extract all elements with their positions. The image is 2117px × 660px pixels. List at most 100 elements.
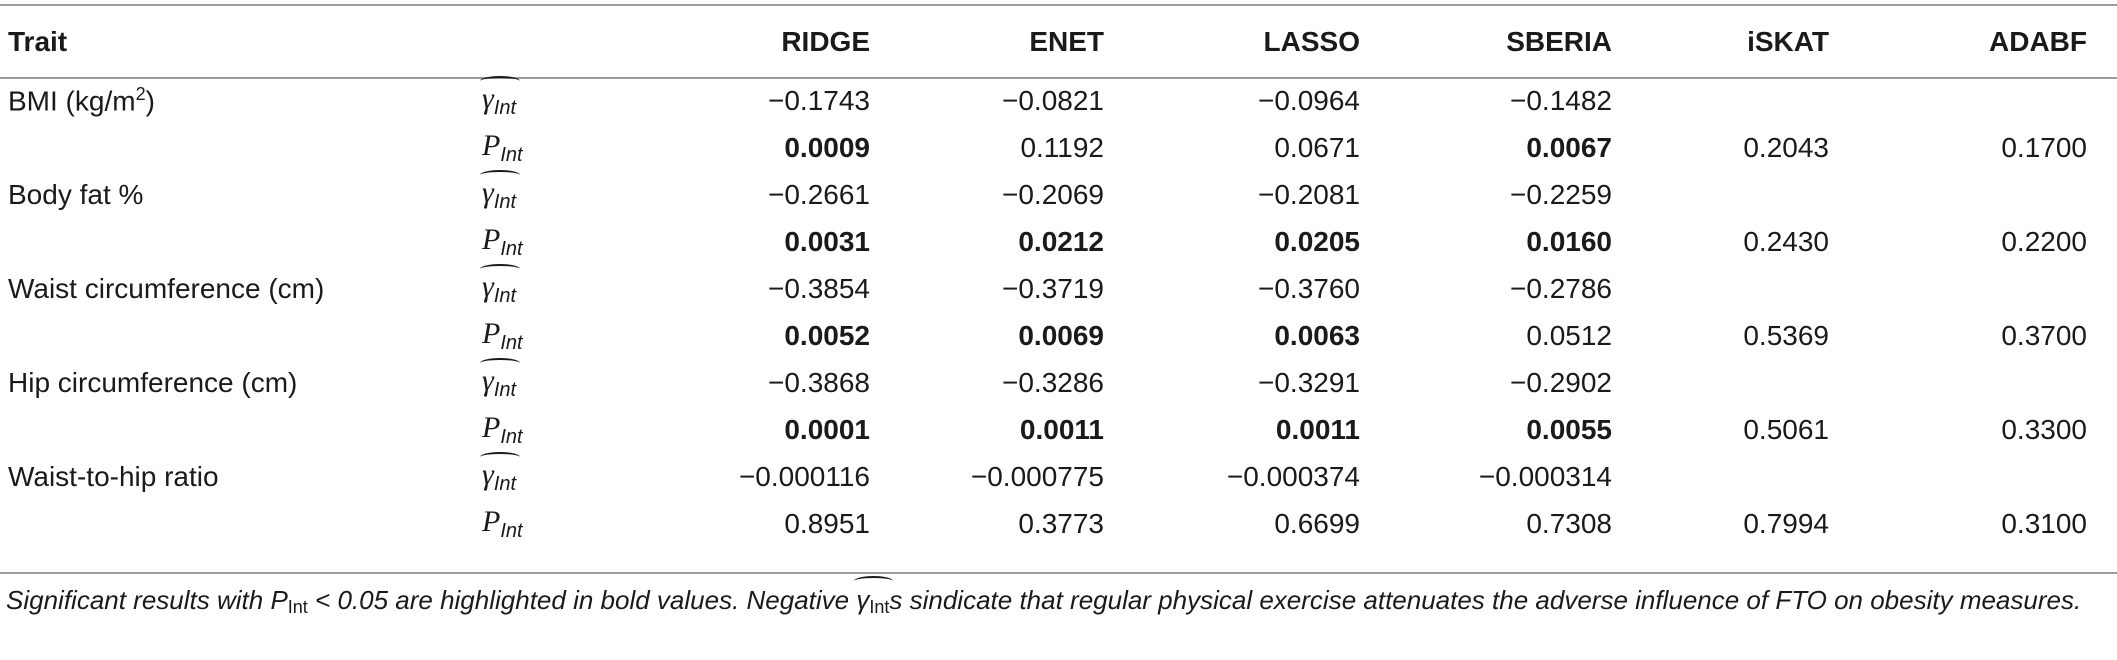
table-footnote: Significant results with PInt < 0.05 are… xyxy=(6,576,2106,625)
header-iskat: iSKAT xyxy=(1747,25,1829,57)
gamma-subscript: Int xyxy=(493,472,517,495)
trait-cell: BMI (kg/m2) xyxy=(0,77,470,124)
footnote-gamma-hat: γInt xyxy=(854,576,894,625)
gamma-value-cell xyxy=(1883,265,2117,312)
table-top-rule xyxy=(0,4,2117,6)
gamma-symbol: γ xyxy=(482,363,494,397)
p-value-cell: 0.0052 xyxy=(784,319,870,351)
p-value-cell: 0.0160 xyxy=(1526,225,1612,257)
gamma-value-cell xyxy=(1883,77,2117,124)
table-row-p: PInt 0.0052 0.0069 0.0063 0.0512 0.5369 0.3700 xyxy=(0,312,2117,359)
header-row: Trait RIDGE ENET LASSO SBERIA iSKAT ADAB… xyxy=(0,6,2117,77)
p-subscript: Int xyxy=(500,331,523,354)
footnote-part3: s sindicate that regular physical exerci… xyxy=(889,585,2082,615)
p-value-cell: 0.3773 xyxy=(1018,507,1104,539)
gamma-value-cell: −0.3854 xyxy=(768,272,870,304)
p-symbol: P xyxy=(482,316,501,350)
p-value-cell: 0.0067 xyxy=(1526,131,1612,163)
trait-label-tail: ) xyxy=(145,85,155,117)
trait-label: BMI (kg/m xyxy=(8,85,136,117)
gamma-value-cell xyxy=(1648,77,1883,124)
p-value-cell: 0.0031 xyxy=(784,225,870,257)
p-value-cell: 0.3100 xyxy=(2001,507,2087,539)
gamma-value-cell: −0.1743 xyxy=(768,84,870,116)
gamma-value-cell: −0.0964 xyxy=(1258,84,1360,116)
p-value-cell: 0.0001 xyxy=(784,413,870,445)
header-sberia: SBERIA xyxy=(1506,25,1612,57)
p-value-cell: 0.2043 xyxy=(1743,131,1829,163)
gamma-value-cell xyxy=(1883,359,2117,406)
gamma-symbol: γ xyxy=(482,269,494,303)
gamma-value-cell: −0.0821 xyxy=(1002,84,1104,116)
p-value-cell: 0.1192 xyxy=(1020,131,1104,163)
p-value-cell: 0.2430 xyxy=(1743,225,1829,257)
p-subscript: Int xyxy=(500,143,523,166)
gamma-value-cell: −0.1482 xyxy=(1510,84,1612,116)
p-value-cell: 0.7994 xyxy=(1743,507,1829,539)
table-row-gamma: Hip circumference (cm) γInt −0.3868 −0.3286… xyxy=(0,357,2117,406)
p-value-cell: 0.0671 xyxy=(1274,131,1360,163)
p-value-cell: 0.5369 xyxy=(1743,319,1829,351)
p-value-cell: 0.1700 xyxy=(2001,131,2087,163)
p-value-cell: 0.3300 xyxy=(2001,413,2087,445)
footnote-sub2: Int xyxy=(869,597,890,617)
table-row-p: PInt 0.0031 0.0212 0.0205 0.0160 0.2430 0.2200 xyxy=(0,218,2117,265)
p-symbol: P xyxy=(482,410,501,444)
header-lasso: LASSO xyxy=(1263,25,1360,57)
p-value-cell: 0.0055 xyxy=(1526,413,1612,445)
stat-gamma-cell: γInt xyxy=(470,263,640,312)
table-header-rule xyxy=(0,77,2117,79)
footnote-sub1: Int xyxy=(287,597,308,617)
p-subscript: Int xyxy=(500,425,523,448)
gamma-hat-symbol: γInt xyxy=(479,169,521,214)
gamma-value-cell: −0.2259 xyxy=(1510,178,1612,210)
p-value-cell: 0.3700 xyxy=(2001,319,2087,351)
trait-cell: Waist circumference (cm) xyxy=(0,265,470,312)
stat-p-cell: PInt xyxy=(470,218,640,265)
gamma-symbol: γ xyxy=(482,81,494,115)
p-subscript: Int xyxy=(500,519,523,542)
table-row-p: PInt 0.0009 0.1192 0.0671 0.0067 0.2043 0.1700 xyxy=(0,124,2117,171)
trait-cell-empty xyxy=(0,406,470,453)
p-value-cell: 0.0011 xyxy=(1275,413,1360,445)
gamma-value-cell: −0.2661 xyxy=(768,178,870,210)
table-row-gamma: Waist-to-hip ratio γInt −0.000116 −0.000775… xyxy=(0,451,2117,500)
gamma-value-cell: −0.3760 xyxy=(1258,272,1360,304)
gamma-symbol: γ xyxy=(482,175,494,209)
trait-superscript: 2 xyxy=(135,83,146,104)
table-row-p: PInt 0.0001 0.0011 0.0011 0.0055 0.5061 0.3300 xyxy=(0,406,2117,453)
stat-gamma-cell: γInt xyxy=(470,357,640,406)
footnote-gamma: γ xyxy=(856,585,870,615)
gamma-value-cell xyxy=(1648,453,1883,500)
header-stat xyxy=(470,6,640,77)
p-value-cell: 0.0063 xyxy=(1274,319,1360,351)
p-value-cell: 0.0212 xyxy=(1018,225,1104,257)
gamma-symbol: γ xyxy=(482,457,494,491)
gamma-value-cell: −0.000374 xyxy=(1226,460,1360,492)
results-table: Trait RIDGE ENET LASSO SBERIA iSKAT ADAB… xyxy=(0,6,2117,547)
trait-cell-empty xyxy=(0,312,470,359)
gamma-subscript: Int xyxy=(493,378,517,401)
table-row-gamma: BMI (kg/m2) γInt −0.1743 −0.0821 −0.0964 −0.1… xyxy=(0,75,2117,124)
p-value-cell: 0.0069 xyxy=(1018,319,1104,351)
trait-label: Waist-to-hip ratio xyxy=(8,460,219,492)
p-value-cell: 0.0011 xyxy=(1019,413,1104,445)
gamma-hat-symbol: γInt xyxy=(479,263,521,308)
table-row-gamma: Waist circumference (cm) γInt −0.3854 −0.37… xyxy=(0,263,2117,312)
gamma-value-cell: −0.000314 xyxy=(1478,460,1612,492)
gamma-value-cell: −0.3291 xyxy=(1258,366,1360,398)
gamma-value-cell: −0.3286 xyxy=(1002,366,1104,398)
gamma-value-cell: −0.3868 xyxy=(768,366,870,398)
stat-p-cell: PInt xyxy=(470,312,640,359)
gamma-value-cell xyxy=(1648,359,1883,406)
p-subscript: Int xyxy=(500,237,523,260)
gamma-value-cell: −0.3719 xyxy=(1002,272,1104,304)
trait-label: Waist circumference (cm) xyxy=(8,272,325,304)
gamma-subscript: Int xyxy=(493,190,517,213)
gamma-value-cell: −0.2786 xyxy=(1510,272,1612,304)
gamma-value-cell: −0.2902 xyxy=(1510,366,1612,398)
gamma-subscript: Int xyxy=(493,96,517,119)
gamma-hat-symbol: γInt xyxy=(479,75,521,120)
gamma-value-cell: −0.000116 xyxy=(738,460,870,492)
p-value-cell: 0.5061 xyxy=(1743,413,1829,445)
